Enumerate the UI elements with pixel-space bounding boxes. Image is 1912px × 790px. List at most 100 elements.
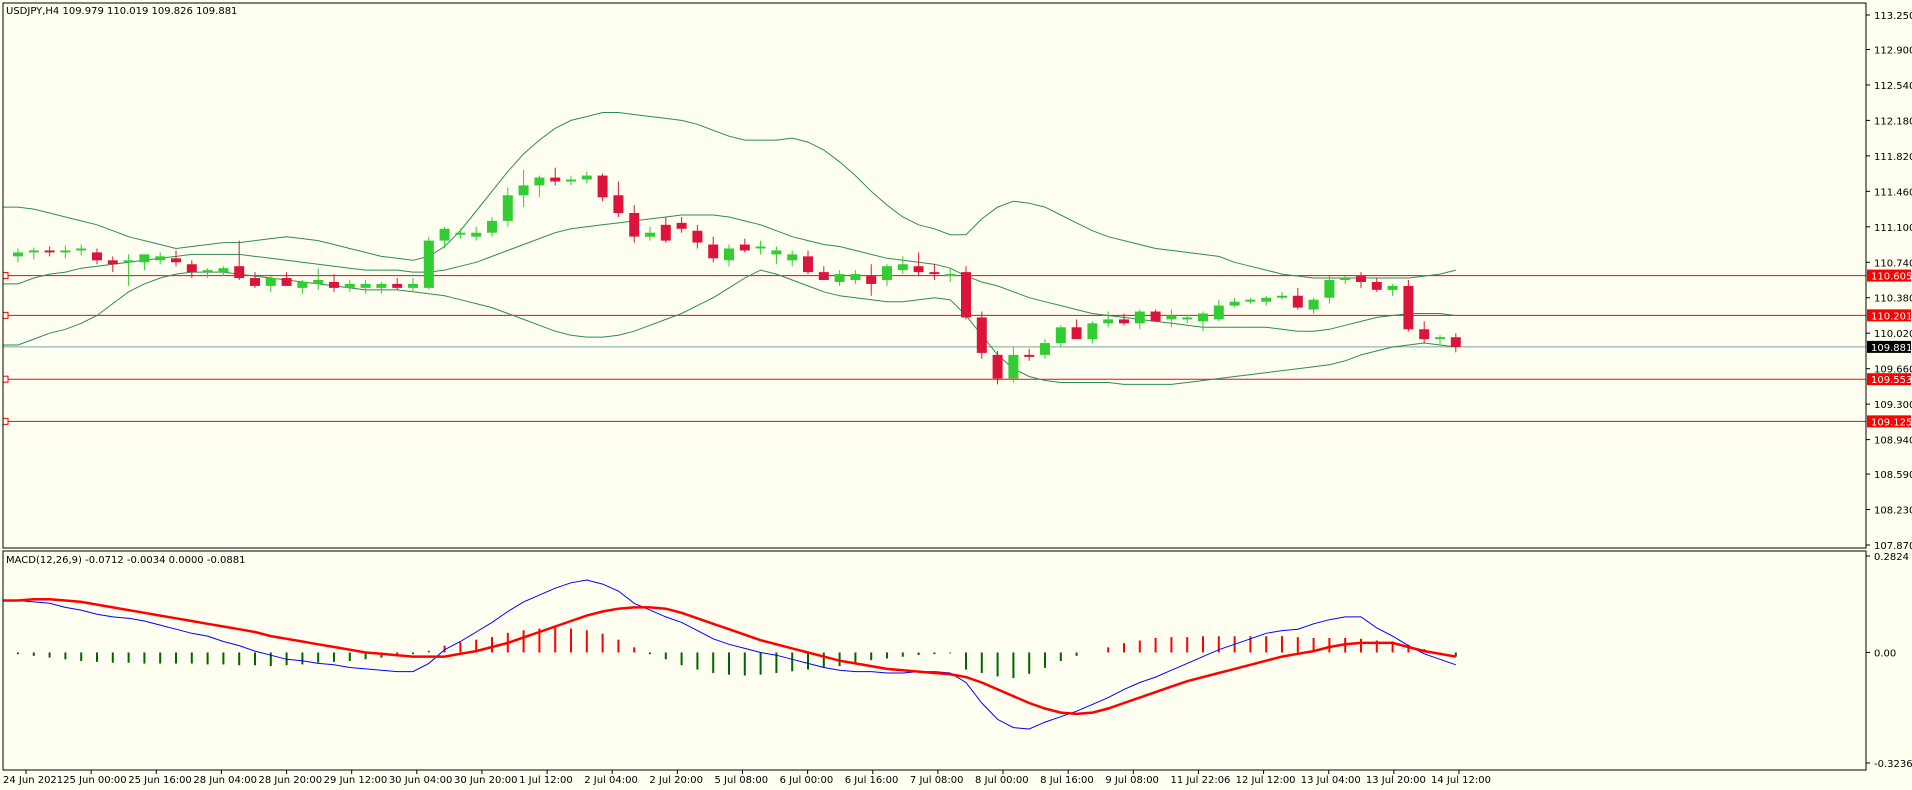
candle-body	[186, 264, 197, 273]
x-tick-label: 28 Jun 04:00	[193, 775, 257, 786]
macd-panel-header: MACD(12,26,9) -0.0712 -0.0034 0.0000 -0.…	[6, 555, 245, 566]
price-panel-frame	[2, 2, 1867, 549]
level-anchor	[2, 311, 9, 319]
candle-body	[534, 177, 545, 186]
candle-body	[866, 276, 877, 284]
level-price-label: 109.125	[1871, 417, 1912, 428]
candle-body	[929, 272, 940, 275]
candle-body	[76, 248, 87, 251]
bollinger-middle-band	[3, 214, 1456, 332]
candle-body	[645, 232, 655, 237]
candle-body	[550, 177, 561, 182]
x-tick-label: 14 Jul 12:00	[1431, 775, 1491, 786]
candle-body	[1292, 295, 1303, 308]
candle-body	[1324, 280, 1335, 298]
candle-body	[1071, 327, 1082, 340]
candle-body	[1119, 319, 1129, 324]
price-y-tick-label: 110.380	[1874, 294, 1912, 305]
price-panel[interactable]: 110.605 110.201 109.553 109.125 109.881	[2, 112, 1912, 429]
candle-body	[1371, 281, 1382, 290]
candle-body	[803, 256, 813, 273]
candle-body	[139, 254, 150, 263]
candle-body	[455, 232, 466, 235]
candle-body	[566, 179, 576, 182]
macd-signal-line	[3, 597, 1457, 716]
candle-body	[392, 283, 403, 288]
candle-body	[250, 278, 260, 286]
bollinger-upper-band	[3, 112, 1456, 279]
current-price-label: 109.881	[1871, 343, 1912, 354]
macd-y-tick-label: 0.2824	[1874, 552, 1909, 563]
candle-body	[13, 252, 23, 257]
candle-body	[739, 244, 750, 251]
candle-body	[882, 266, 892, 280]
candle-body	[423, 240, 434, 288]
price-y-tick-label: 108.940	[1874, 436, 1912, 447]
candle-body	[976, 317, 987, 353]
candle-body	[234, 266, 245, 279]
candle-body	[297, 281, 308, 288]
x-tick-label: 30 Jun 20:00	[454, 775, 518, 786]
candle-body	[1403, 285, 1414, 330]
candle-body	[913, 266, 924, 273]
candle-body	[107, 260, 118, 265]
level-anchor	[2, 417, 9, 425]
candle-body	[329, 281, 339, 288]
candle-body	[155, 256, 166, 261]
level-price-label: 109.553	[1871, 375, 1912, 386]
price-y-tick-label: 108.230	[1874, 506, 1912, 517]
candle-body	[471, 232, 482, 237]
price-y-tick-label: 113.250	[1874, 11, 1912, 22]
candle-body	[629, 213, 640, 237]
x-tick-label: 7 Jul 08:00	[910, 775, 964, 786]
candle-body	[771, 250, 782, 255]
macd-y-tick-label: 0.00	[1874, 648, 1896, 659]
x-tick-label: 6 Jul 16:00	[845, 775, 899, 786]
price-y-tick-label: 111.100	[1874, 223, 1912, 234]
level-price-tag	[1867, 415, 1911, 428]
candle-body	[961, 272, 971, 318]
price-y-tick-label: 107.870	[1874, 541, 1912, 552]
candle-body	[1245, 299, 1256, 302]
x-tick-label: 5 Jul 08:00	[715, 775, 769, 786]
price-y-tick-label: 112.180	[1874, 116, 1912, 127]
x-tick-label: 2 Jul 20:00	[649, 775, 703, 786]
candle-body	[1277, 295, 1287, 298]
candle-body	[202, 270, 213, 273]
level-price-label: 110.605	[1871, 272, 1912, 283]
candle-body	[597, 175, 608, 198]
x-tick-label: 2 Jul 04:00	[584, 775, 638, 786]
x-tick-label: 11 Jul 22:06	[1170, 775, 1230, 786]
candle-body	[123, 260, 134, 263]
macd-panel-frame	[2, 550, 1867, 771]
macd-main-line	[3, 579, 1456, 730]
price-y-tick-label: 109.660	[1874, 365, 1912, 376]
candle-body	[1261, 297, 1272, 302]
candle-body	[834, 274, 845, 282]
candle-body	[439, 228, 450, 241]
x-tick-label: 29 Jun 12:00	[324, 775, 388, 786]
x-tick-label: 13 Jul 20:00	[1366, 775, 1426, 786]
candle-body	[581, 175, 592, 180]
price-y-tick-label: 110.740	[1874, 258, 1912, 269]
candle-body	[265, 278, 276, 286]
x-tick-label: 24 Jun 2021	[3, 775, 63, 786]
candle-body	[1450, 337, 1461, 347]
candle-body	[1356, 276, 1366, 282]
candle-body	[1229, 301, 1240, 306]
candle-body	[692, 230, 703, 243]
price-y-tick-label: 109.300	[1874, 400, 1912, 411]
candle-body	[1182, 317, 1193, 320]
candle-body	[518, 185, 529, 196]
candle-body	[787, 254, 798, 261]
macd-panel[interactable]	[3, 579, 1457, 730]
price-y-tick-label: 110.020	[1874, 329, 1912, 340]
candle-body	[487, 220, 497, 233]
candle-body	[360, 283, 371, 288]
candle-body	[1308, 299, 1319, 310]
x-tick-label: 25 Jun 00:00	[63, 775, 127, 786]
candle-body	[1150, 311, 1161, 322]
candle-body	[724, 248, 734, 261]
